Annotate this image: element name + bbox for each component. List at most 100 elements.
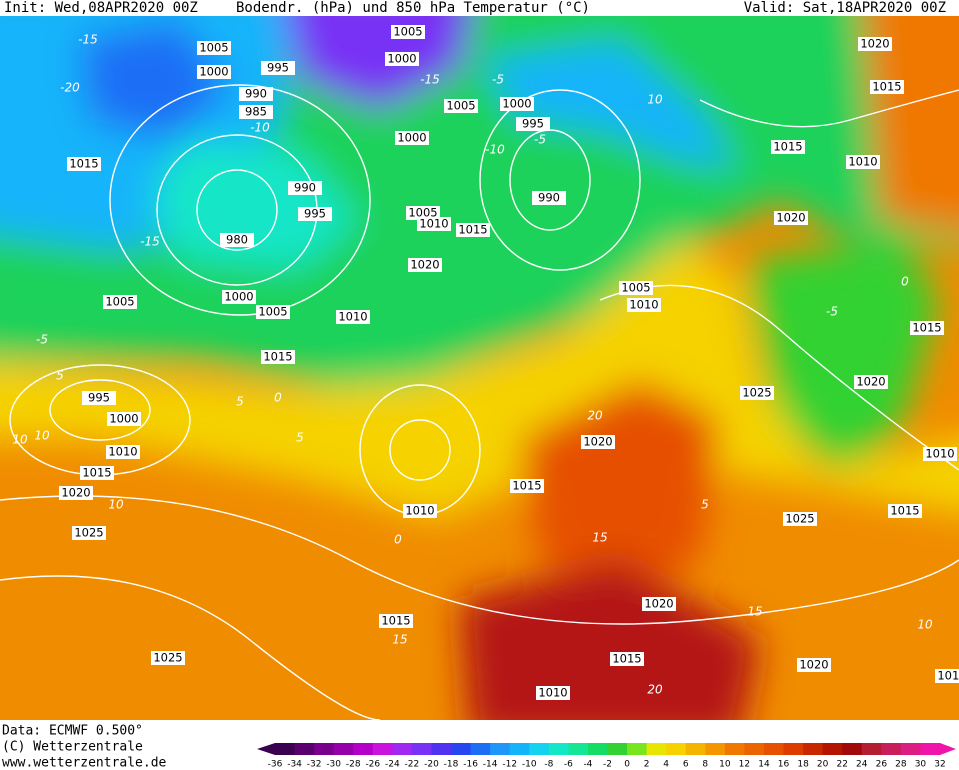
legend-swatch [646,743,667,755]
pressure-label-box [385,52,419,66]
temperature-label: 0 [274,391,282,405]
pressure-label-box [391,25,425,39]
pressure-label: 1005 [258,305,287,319]
legend-swatch [900,743,921,755]
data-source: Data: ECMWF 0.500° [2,724,143,739]
pressure-label: 1025 [74,526,103,540]
temperature-label: -10 [485,143,505,157]
legend-label: -8 [544,760,553,770]
pressure-label-box [103,295,137,309]
temperature-label: 20 [647,683,663,697]
pressure-label-box [239,87,273,101]
pressure-label-box [417,217,451,231]
pressure-label: 980 [226,233,248,247]
legend-label: 32 [934,760,945,770]
init-label: Init: Wed,08APR2020 00Z [4,0,198,16]
legend-label: -22 [405,760,420,770]
pressure-label-box [532,191,566,205]
pressure-label: 1010 [937,669,959,683]
legend-label: -28 [346,760,361,770]
pressure-label-box [406,206,440,220]
pressure-label-box [403,504,437,518]
pressure-label-box [771,140,805,154]
pressure-label: 1005 [199,41,228,55]
valid-label: Valid: Sat,18APR2020 00Z [744,0,946,16]
pressure-label-box [239,105,273,119]
pressure-label: 990 [294,181,316,195]
pressure-label: 1015 [912,321,941,335]
legend-label: 6 [683,760,689,770]
isobars [0,84,959,720]
pressure-label-box [510,479,544,493]
pressure-label: 1010 [848,155,877,169]
legend-swatch [822,743,843,755]
legend-swatch [451,743,472,755]
pressure-label: 990 [538,191,560,205]
temperature-label: -20 [60,81,80,95]
legend-swatch [666,743,687,755]
pressure-label: 1005 [105,295,134,309]
legend-swatch [333,743,354,755]
pressure-label: 1025 [153,651,182,665]
legend-swatch [431,743,452,755]
temperature-label: 5 [56,369,64,383]
legend-swatch [392,743,413,755]
pressure-label: 1015 [612,652,641,666]
legend-label: 26 [876,760,888,770]
pressure-label: 1005 [446,99,475,113]
legend-swatch [842,743,863,755]
temperature-label: 10 [12,433,28,447]
pressure-label: 1000 [109,412,138,426]
legend-swatch [548,743,569,755]
legend-swatch [724,743,745,755]
temperature-label: 0 [901,275,909,289]
pressure-label-box [197,41,231,55]
legend-swatch [372,743,393,755]
pressure-label: 1020 [856,375,885,389]
temperature-label: 10 [34,429,50,443]
legend-label: -16 [463,760,478,770]
legend-label: -2 [603,760,612,770]
pressure-label: 1010 [338,310,367,324]
pressure-label: 1010 [925,447,954,461]
legend-label: -34 [287,760,302,770]
pressure-label: 1020 [860,37,889,51]
pressure-label: 1000 [397,131,426,145]
pressure-label-box [870,80,904,94]
pressure-label: 1000 [199,65,228,79]
temperature-label: 10 [647,93,663,107]
pressure-label-box [72,526,106,540]
legend-label: -26 [365,760,380,770]
pressure-label-box [536,686,570,700]
legend-label: 8 [702,760,708,770]
temperature-label: 5 [296,431,304,445]
pressure-label-box [854,375,888,389]
pressure-label-box [797,658,831,672]
pressure-label: 1010 [629,298,658,312]
pressure-label-box [935,669,959,683]
legend-swatch [275,743,296,755]
pressure-label-box [379,614,413,628]
pressure-label-box [516,117,550,131]
temperature-label: 20 [587,409,603,423]
pressure-label-box [619,281,653,295]
legend-label: -6 [564,760,573,770]
legend-label: -14 [483,760,498,770]
legend-swatch [803,743,824,755]
legend-label: -12 [502,760,517,770]
pressure-label-box [220,233,254,247]
legend-swatch [587,743,608,755]
pressure-label-box [408,258,442,272]
pressure-label-box [298,207,332,221]
temperature-label: 10 [108,498,124,512]
temperature-label: -10 [250,121,270,135]
pressure-label: 1015 [512,479,541,493]
pressure-label: 1000 [502,97,531,111]
temperature-label: -5 [36,333,48,347]
map-title: Bodendr. (hPa) und 850 hPa Temperatur (°… [236,0,590,16]
legend-label: 14 [758,760,770,770]
legend-swatch [920,743,941,755]
legend-swatch [627,743,648,755]
pressure-label: 995 [267,61,289,75]
legend-label: 30 [915,760,927,770]
